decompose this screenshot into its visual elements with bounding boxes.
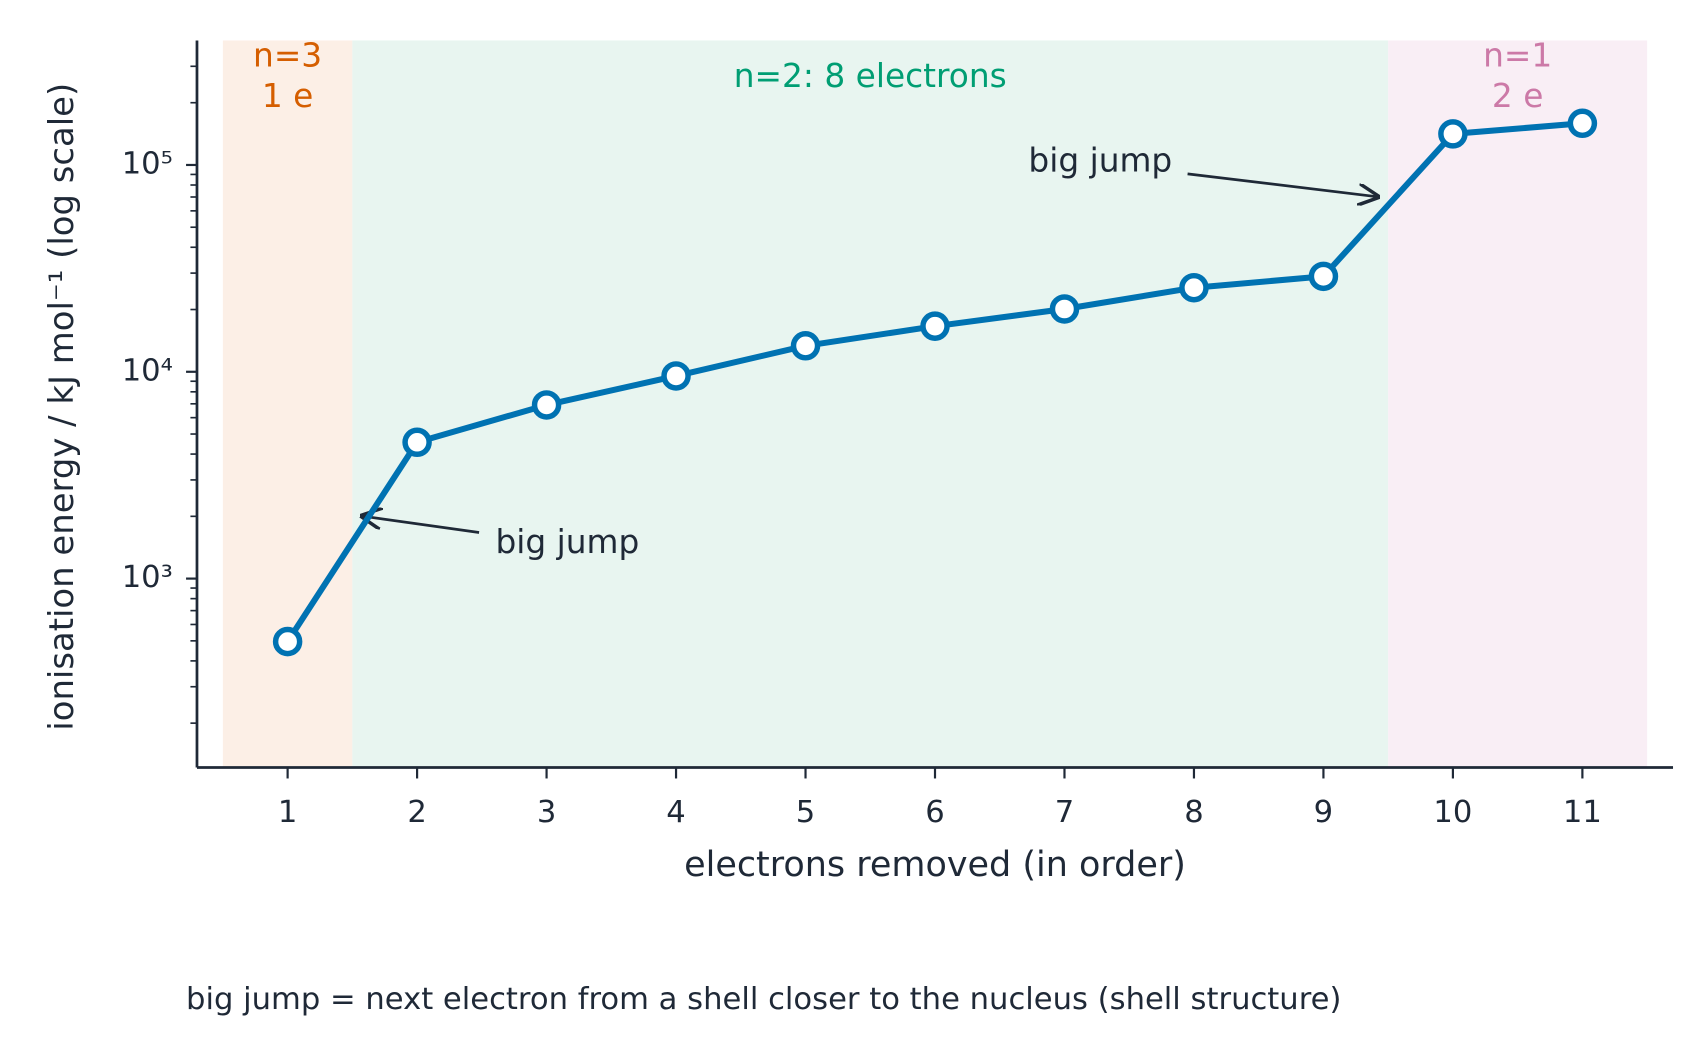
shell-label: 2 e <box>1492 77 1543 115</box>
data-point <box>531 390 562 420</box>
data-point <box>661 361 691 391</box>
data-point <box>1567 108 1598 139</box>
data-point <box>1438 119 1468 149</box>
y-axis-label: ionisation energy / kJ mol⁻¹ (log scale) <box>42 83 81 731</box>
x-tick-label: 7 <box>1055 795 1074 830</box>
x-axis-label: electrons removed (in order) <box>684 845 1186 885</box>
shell-label: n=3 <box>253 36 322 74</box>
shell-label: 1 e <box>262 77 313 115</box>
shell-band <box>1388 40 1648 768</box>
annotation-arrow <box>362 516 480 534</box>
data-point <box>402 427 432 458</box>
data-point <box>1308 261 1339 292</box>
x-tick-label: 3 <box>537 795 556 830</box>
x-tick-label: 6 <box>925 795 944 830</box>
y-tick-label: 10⁵ <box>122 146 173 181</box>
data-point <box>920 311 950 341</box>
shell-label: n=2: 8 electrons <box>734 57 1007 95</box>
annotation-arrow <box>1187 172 1378 197</box>
x-tick-label: 11 <box>1563 795 1602 830</box>
x-tick-label: 10 <box>1433 795 1472 830</box>
data-point <box>1049 294 1080 324</box>
x-tick-label: 9 <box>1314 795 1333 830</box>
y-tick-label: 10⁴ <box>122 353 173 388</box>
x-tick-label: 2 <box>407 795 426 830</box>
x-tick-label: 8 <box>1184 795 1203 830</box>
x-tick-label: 4 <box>666 795 685 830</box>
x-tick-label: 5 <box>796 795 815 830</box>
shell-band <box>222 40 353 768</box>
shell-band <box>352 40 1389 768</box>
x-tick-label: 1 <box>278 795 297 830</box>
annotation: big jump <box>495 523 639 561</box>
data-point <box>790 331 821 361</box>
data-point <box>1179 272 1209 303</box>
shell-label: n=1 <box>1483 36 1552 74</box>
data-point <box>272 626 303 657</box>
y-tick-label: 10³ <box>122 560 173 595</box>
annotation: big jump <box>1028 141 1172 179</box>
caption: big jump = next electron from a shell cl… <box>186 982 1341 1017</box>
